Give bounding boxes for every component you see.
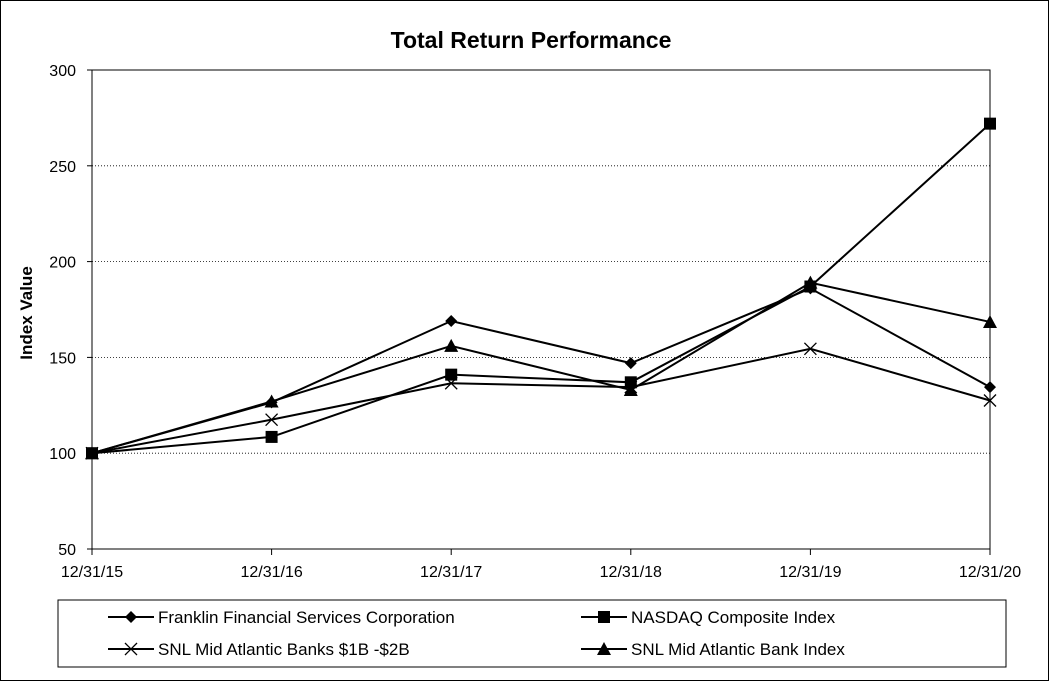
data-point-diamond (984, 381, 996, 394)
data-point-x (983, 394, 997, 407)
y-tick-label: 150 (49, 350, 76, 367)
legend-label: NASDAQ Composite Index (631, 608, 836, 627)
legend-item: SNL Mid Atlantic Banks $1B -$2B (108, 640, 410, 659)
series-diamond (86, 282, 996, 460)
legend-item: SNL Mid Atlantic Bank Index (581, 640, 845, 659)
legend-marker-x (124, 642, 138, 656)
data-point-triangle (444, 338, 459, 352)
y-tick-label: 50 (58, 542, 76, 559)
legend-box (57, 599, 1007, 668)
data-point-triangle (264, 394, 279, 408)
data-point-x (803, 342, 817, 356)
data-point-x (265, 413, 279, 427)
legend-item: Franklin Financial Services Corporation (108, 608, 455, 627)
data-point-square (624, 376, 637, 389)
series-triangle (85, 275, 997, 460)
x-tick-label: 12/31/17 (420, 564, 482, 581)
y-axis-label: Index Value (17, 266, 36, 360)
x-tick-label: 12/31/18 (600, 564, 662, 581)
data-point-triangle (983, 314, 997, 328)
legend-marker-triangle (597, 642, 611, 655)
y-tick-label: 100 (49, 446, 76, 463)
series-line (91, 347, 991, 455)
legend-marker-diamond (125, 611, 137, 623)
data-point-square (984, 117, 996, 130)
x-tick-label: 12/31/15 (61, 564, 123, 581)
data-point-square (445, 368, 458, 381)
y-tick-label: 300 (49, 63, 76, 80)
y-tick-label: 200 (49, 255, 76, 272)
data-point-triangle (85, 446, 99, 460)
chart-title: Total Return Performance (391, 27, 672, 53)
plot-area (91, 69, 991, 550)
data-point-square (265, 430, 278, 443)
data-point-triangle (803, 275, 818, 289)
legend-label: SNL Mid Atlantic Bank Index (631, 640, 845, 659)
legend-item: NASDAQ Composite Index (581, 608, 836, 627)
x-tick-label: 12/31/20 (959, 564, 1021, 581)
series-line (91, 281, 991, 455)
data-point-diamond (445, 314, 458, 327)
grid-lines (92, 165, 990, 454)
y-tick-label: 250 (49, 159, 76, 176)
axes: 50 100 150 200 250 300 12/31/15 12/31/16 12/31/1… (49, 63, 1021, 581)
series-square (86, 117, 996, 460)
series-line (91, 122, 991, 455)
data-point-triangle (623, 382, 638, 396)
data-point-diamond (624, 357, 637, 370)
x-tick-label: 12/31/16 (240, 564, 302, 581)
data-point-x (444, 376, 458, 390)
legend-label: SNL Mid Atlantic Banks $1B -$2B (158, 640, 410, 659)
x-tick-label: 12/31/19 (779, 564, 841, 581)
legend-label: Franklin Financial Services Corporation (158, 608, 455, 627)
legend: Franklin Financial Services Corporation N… (57, 599, 1007, 668)
series-layer (85, 117, 997, 460)
legend-marker-square (598, 611, 610, 623)
